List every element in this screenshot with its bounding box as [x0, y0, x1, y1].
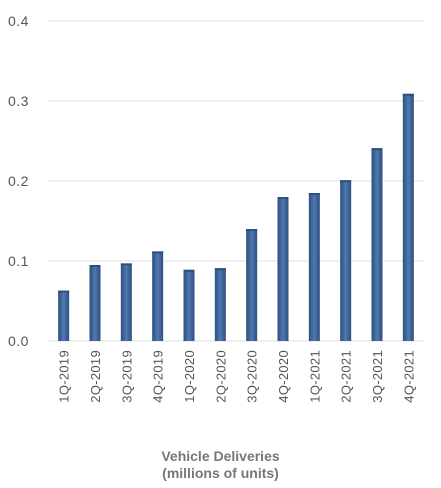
- y-tick-label: 0.3: [8, 93, 29, 109]
- x-tick-label: 3Q-2019: [119, 350, 134, 403]
- x-tick-label: 1Q-2019: [57, 350, 72, 403]
- bars: [58, 93, 414, 341]
- y-axis-ticks: 0.0 0.1 0.2 0.3 0.4: [8, 13, 29, 349]
- x-axis-title-line1: Vehicle Deliveries: [161, 448, 280, 464]
- bar-cap-4Q-2019: [152, 251, 164, 254]
- bar-cap-4Q-2021: [402, 93, 414, 96]
- x-axis-ticks: 1Q-2019 2Q-2019 3Q-2019 4Q-2019 1Q-2020 2Q-20…: [57, 350, 417, 403]
- bar-cap-2Q-2019: [89, 265, 101, 267]
- bar-cap-1Q-2021: [308, 193, 320, 195]
- bar-cap-3Q-2020: [246, 229, 258, 231]
- x-tick-label: 2Q-2021: [339, 350, 354, 403]
- bar-3Q-2020: [246, 229, 258, 341]
- bar-cap-4Q-2020: [277, 197, 289, 199]
- bar-2Q-2020: [214, 268, 226, 341]
- bar-3Q-2021: [371, 148, 383, 341]
- bar-1Q-2021: [308, 193, 320, 341]
- bar-2Q-2019: [89, 265, 101, 341]
- bar-1Q-2019: [58, 290, 70, 341]
- bar-cap-2Q-2021: [340, 180, 352, 183]
- x-tick-label: 1Q-2020: [182, 350, 197, 403]
- x-axis-title: Vehicle Deliveries (millions of units): [0, 448, 441, 482]
- bar-4Q-2019: [152, 251, 164, 341]
- bar-3Q-2019: [120, 263, 132, 341]
- bar-cap-1Q-2020: [183, 269, 195, 272]
- bar-4Q-2021: [402, 93, 414, 341]
- x-axis-title-line2: (millions of units): [162, 465, 279, 481]
- x-tick-label: 4Q-2019: [151, 350, 166, 403]
- bar-cap-1Q-2019: [58, 290, 70, 293]
- x-tick-label: 4Q-2020: [276, 350, 291, 403]
- bar-chart: 0.0 0.1 0.2 0.3 0.4 1Q-2019 2Q-2019 3Q-2019 4Q-…: [8, 13, 424, 403]
- x-tick-label: 1Q-2021: [307, 350, 322, 403]
- gridlines: [48, 20, 424, 342]
- x-tick-label: 2Q-2019: [88, 350, 103, 403]
- y-tick-label: 0.1: [8, 253, 29, 269]
- bar-cap-3Q-2021: [371, 148, 383, 151]
- bar-2Q-2021: [340, 180, 352, 341]
- bar-cap-2Q-2020: [214, 268, 226, 271]
- bar-1Q-2020: [183, 269, 195, 341]
- bar-cap-3Q-2019: [120, 263, 132, 266]
- x-tick-label: 4Q-2021: [401, 350, 416, 403]
- x-tick-label: 3Q-2020: [245, 350, 260, 403]
- y-tick-label: 0.2: [8, 173, 29, 189]
- x-tick-label: 2Q-2020: [213, 350, 228, 403]
- bar-4Q-2020: [277, 197, 289, 341]
- y-tick-label: 0.4: [8, 13, 29, 29]
- x-tick-label: 3Q-2021: [370, 350, 385, 403]
- y-tick-label: 0.0: [8, 333, 29, 349]
